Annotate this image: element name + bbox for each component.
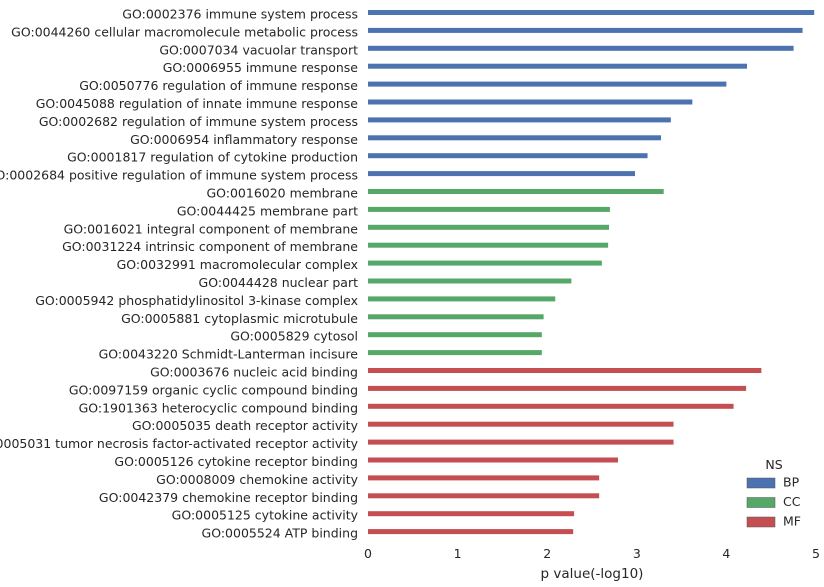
bar-bp [368,45,794,51]
category-label: GO:0005829 cytosol [230,329,358,344]
category-label: GO:0002682 regulation of immune system p… [39,114,358,129]
category-label: GO:0005031 tumor necrosis factor-activat… [0,436,359,451]
category-label: GO:0005942 phosphatidylinositol 3-kinase… [35,293,358,308]
x-axis-title: p value(-log10) [541,566,644,582]
bar-bp [368,10,815,15]
x-tick-label: 0 [364,546,372,561]
category-label: GO:0044425 membrane part [177,203,358,218]
category-label: GO:0005126 cytokine receptor binding [114,454,358,469]
bar-cc [368,332,542,338]
legend-label-mf: MF [783,514,801,529]
legend-label-cc: CC [783,494,801,509]
category-label: GO:0016021 integral component of membran… [64,221,359,236]
category-label: GO:0032991 macromolecular complex [117,257,358,272]
category-labels-group: GO:0002376 immune system process GO:00442… [0,7,359,541]
bar-cc [368,314,544,320]
legend-swatch-mf [746,516,776,528]
category-label: GO:0042379 chemokine receptor binding [99,490,358,505]
category-label: GO:0097159 organic cyclic compound bindi… [69,382,358,397]
category-label: GO:0002376 immune system process [122,7,358,22]
category-label: GO:0043220 Schmidt-Lanterman incisure [99,347,359,362]
category-label: GO:0002684 positive regulation of immune… [0,168,358,183]
category-label: GO:1901363 heterocyclic compound binding [79,400,358,415]
bar-mf [368,439,674,445]
category-label: GO:0005125 cytokine activity [172,508,359,523]
bar-bp [368,63,748,69]
bar-bp [368,117,671,123]
category-label: GO:0050776 regulation of immune response [79,78,358,93]
bar-mf [368,421,674,427]
category-label: GO:0044260 cellular macromolecule metabo… [11,24,358,39]
bar-cc [368,350,542,356]
category-label: GO:0005881 cytoplasmic microtubule [121,311,358,326]
x-tick-label: 1 [454,546,462,561]
bar-bp [368,81,727,87]
category-label: GO:0008009 chemokine activity [156,472,358,487]
category-label: GO:0006954 inflammatory response [130,132,358,147]
category-label: GO:0016020 membrane [206,186,358,201]
legend-label-bp: BP [783,475,800,490]
bar-bp [368,99,693,105]
legend-title: NS [765,457,782,472]
bar-cc [368,206,610,212]
x-tick-label: 3 [633,546,641,561]
bar-mf [368,511,575,517]
bar-mf [368,457,618,463]
bar-cc [368,242,609,248]
bar-cc [368,296,556,302]
bar-cc [368,224,610,230]
bar-bp [368,135,661,141]
bar-bp [368,27,803,33]
bar-cc [368,189,664,194]
bar-mf [368,403,734,409]
bar-mf [368,529,574,535]
bar-cc [368,260,602,266]
category-label: GO:0006955 immune response [163,60,359,75]
x-tick-label: 4 [722,546,730,561]
bar-mf [368,385,747,391]
bar-cc [368,278,572,284]
category-label: GO:0005035 death receptor activity [132,418,359,433]
category-label: GO:0007034 vacuolar transport [159,42,358,57]
bar-bp [368,153,648,159]
bar-mf [368,475,600,481]
bar-mf [368,368,762,373]
category-label: GO:0003676 nucleic acid binding [150,365,358,380]
legend-swatch-bp [746,477,776,489]
bar-mf [368,493,600,499]
category-label: GO:0044428 nuclear part [199,275,359,290]
category-label: GO:0045088 regulation of innate immune r… [36,96,359,111]
x-tick-label: 2 [543,546,551,561]
x-tick-label: 5 [812,546,820,561]
bars-group [368,10,815,535]
legend-swatch-cc [746,497,776,508]
category-label: GO:0031224 intrinsic component of membra… [62,239,358,254]
bar-bp [368,171,636,177]
category-label: GO:0001817 regulation of cytokine produc… [67,150,358,165]
category-label: GO:0005524 ATP binding [202,526,358,541]
x-tick-labels-group: 0 1 2 3 4 5 [364,546,820,561]
